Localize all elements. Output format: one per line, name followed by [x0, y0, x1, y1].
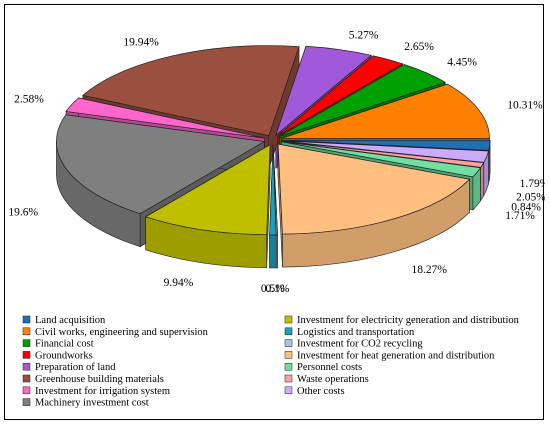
legend-item-land-acquisition: Land acquisition: [22, 315, 106, 326]
legend-swatch: [22, 327, 31, 336]
legend-item-machinery-investment-cost: Machinery investment cost: [22, 398, 149, 409]
legend-label: Machinery investment cost: [35, 398, 149, 409]
legend-swatch: [22, 362, 31, 371]
legend-swatch: [284, 374, 293, 383]
legend-swatch: [22, 339, 31, 347]
slice-investment-for-irrigation-system: [65, 97, 265, 139]
legend-label: Financial cost: [35, 339, 94, 350]
slice-machinery-investment-cost: [56, 114, 266, 215]
slice-other-costs: [281, 140, 489, 163]
data-label-financial-cost: 4.45%: [447, 56, 477, 68]
legend-label: Civil works, engineering and supervision: [35, 327, 209, 338]
legend-item-logistics-and-transportation: Logistics and transportation: [284, 327, 415, 338]
data-label-investment-for-irrigation-system: 2.58%: [14, 94, 44, 106]
data-label-civil-works-engineering-and-supervision: 10.31%: [507, 100, 543, 112]
legend-swatch: [284, 386, 293, 395]
legend-swatch: [284, 351, 293, 359]
legend-item-investment-for-heat-generation-and-distribution: Investment for heat generation and distr…: [284, 350, 495, 361]
legend-item-financial-cost: Financial cost: [22, 339, 94, 350]
legend-swatch: [22, 386, 31, 395]
legend-item-waste-operations: Waste operations: [284, 374, 369, 385]
legend-label: Investment for irrigation system: [35, 386, 170, 397]
legend-swatch: [284, 362, 293, 371]
data-label-investment-for-co2-recycling: 0.1%: [266, 283, 290, 295]
data-label-waste-operations: 0.84%: [511, 201, 541, 213]
data-label-greenhouse-building-materials: 19.94%: [123, 37, 159, 49]
legend-item-greenhouse-building-materials: Greenhouse building materials: [22, 374, 164, 385]
data-label-personnel-costs: 1.71%: [505, 210, 535, 222]
legend: Land acquisition Investment for electrici…: [22, 315, 520, 409]
legend-item-investment-for-co2-recycling: Investment for CO2 recycling: [284, 339, 423, 350]
data-label-preparation-of-land: 5.27%: [349, 29, 379, 41]
legend-item-groundworks: Groundworks: [22, 350, 93, 361]
slice-waste-operations: [281, 140, 485, 168]
data-label-other-costs: 2.05%: [516, 192, 545, 204]
legend-item-other-costs: Other costs: [284, 386, 345, 397]
legend-label: Personnel costs: [297, 362, 362, 373]
legend-swatch: [284, 327, 293, 336]
legend-label: Waste operations: [297, 374, 369, 385]
legend-swatch: [22, 374, 31, 383]
legend-item-personnel-costs: Personnel costs: [284, 362, 362, 373]
slice-personnel-costs: [281, 141, 482, 178]
data-label-land-acquisition: 1.79%: [520, 178, 545, 190]
legend-label: Investment for CO2 recycling: [297, 339, 423, 350]
pie-chart: 1.79% 2.05%0.84%1.71% 18.27% 0.1%0.5% 9.94% 1…: [8, 29, 549, 409]
legend-swatch: [284, 315, 293, 324]
data-label-machinery-investment-cost: 19.6%: [8, 206, 38, 218]
legend-label: Investment for heat generation and distr…: [297, 350, 495, 361]
data-label-groundworks: 2.65%: [404, 41, 434, 53]
legend-swatch: [22, 398, 31, 406]
legend-item-investment-for-electricity-generation-and-distribution: Investment for electricity generation an…: [284, 315, 520, 326]
legend-item-preparation-of-land: Preparation of land: [22, 362, 116, 373]
slice-civil-works-engineering-and-supervision: [281, 83, 490, 139]
slice-land-acquisition: [281, 139, 491, 151]
legend-swatch: [22, 315, 31, 324]
legend-item-civil-works-engineering-and-supervision: Civil works, engineering and supervision: [22, 327, 209, 338]
slice-logistics-and-transportation: [269, 144, 277, 236]
legend-label: Logistics and transportation: [297, 327, 415, 338]
slice-investment-for-heat-generation-and-distribution: [277, 143, 471, 235]
data-label-investment-for-electricity-generation-and-distribution: 9.94%: [164, 277, 194, 289]
data-label-logistics-and-transportation: 0.5%: [261, 283, 285, 295]
legend-label: Other costs: [297, 386, 345, 397]
legend-label: Preparation of land: [35, 362, 116, 373]
data-label-investment-for-heat-generation-and-distribution: 18.27%: [412, 264, 448, 276]
chart-frame: 1.79% 2.05%0.84%1.71% 18.27% 0.1%0.5% 9.94% 1…: [4, 4, 550, 420]
slice-preparation-of-land: [275, 45, 373, 137]
legend-swatch: [284, 339, 293, 347]
legend-item-investment-for-irrigation-system: Investment for irrigation system: [22, 386, 170, 397]
data-labels: 1.79% 2.05%0.84%1.71% 18.27% 0.1%0.5% 9.94% 1…: [8, 29, 549, 295]
slice-groundworks: [277, 55, 404, 137]
legend-label: Greenhouse building materials: [35, 374, 164, 385]
legend-label: Investment for electricity generation an…: [297, 315, 520, 326]
legend-swatch: [22, 351, 31, 359]
slice-financial-cost: [279, 64, 447, 137]
pie-plot: [56, 45, 491, 269]
legend-label: Land acquisition: [35, 315, 106, 326]
legend-label: Groundworks: [35, 350, 93, 361]
slice-greenhouse-building-materials: [82, 45, 300, 137]
slice-investment-for-electricity-generation-and-distribution: [144, 144, 271, 236]
